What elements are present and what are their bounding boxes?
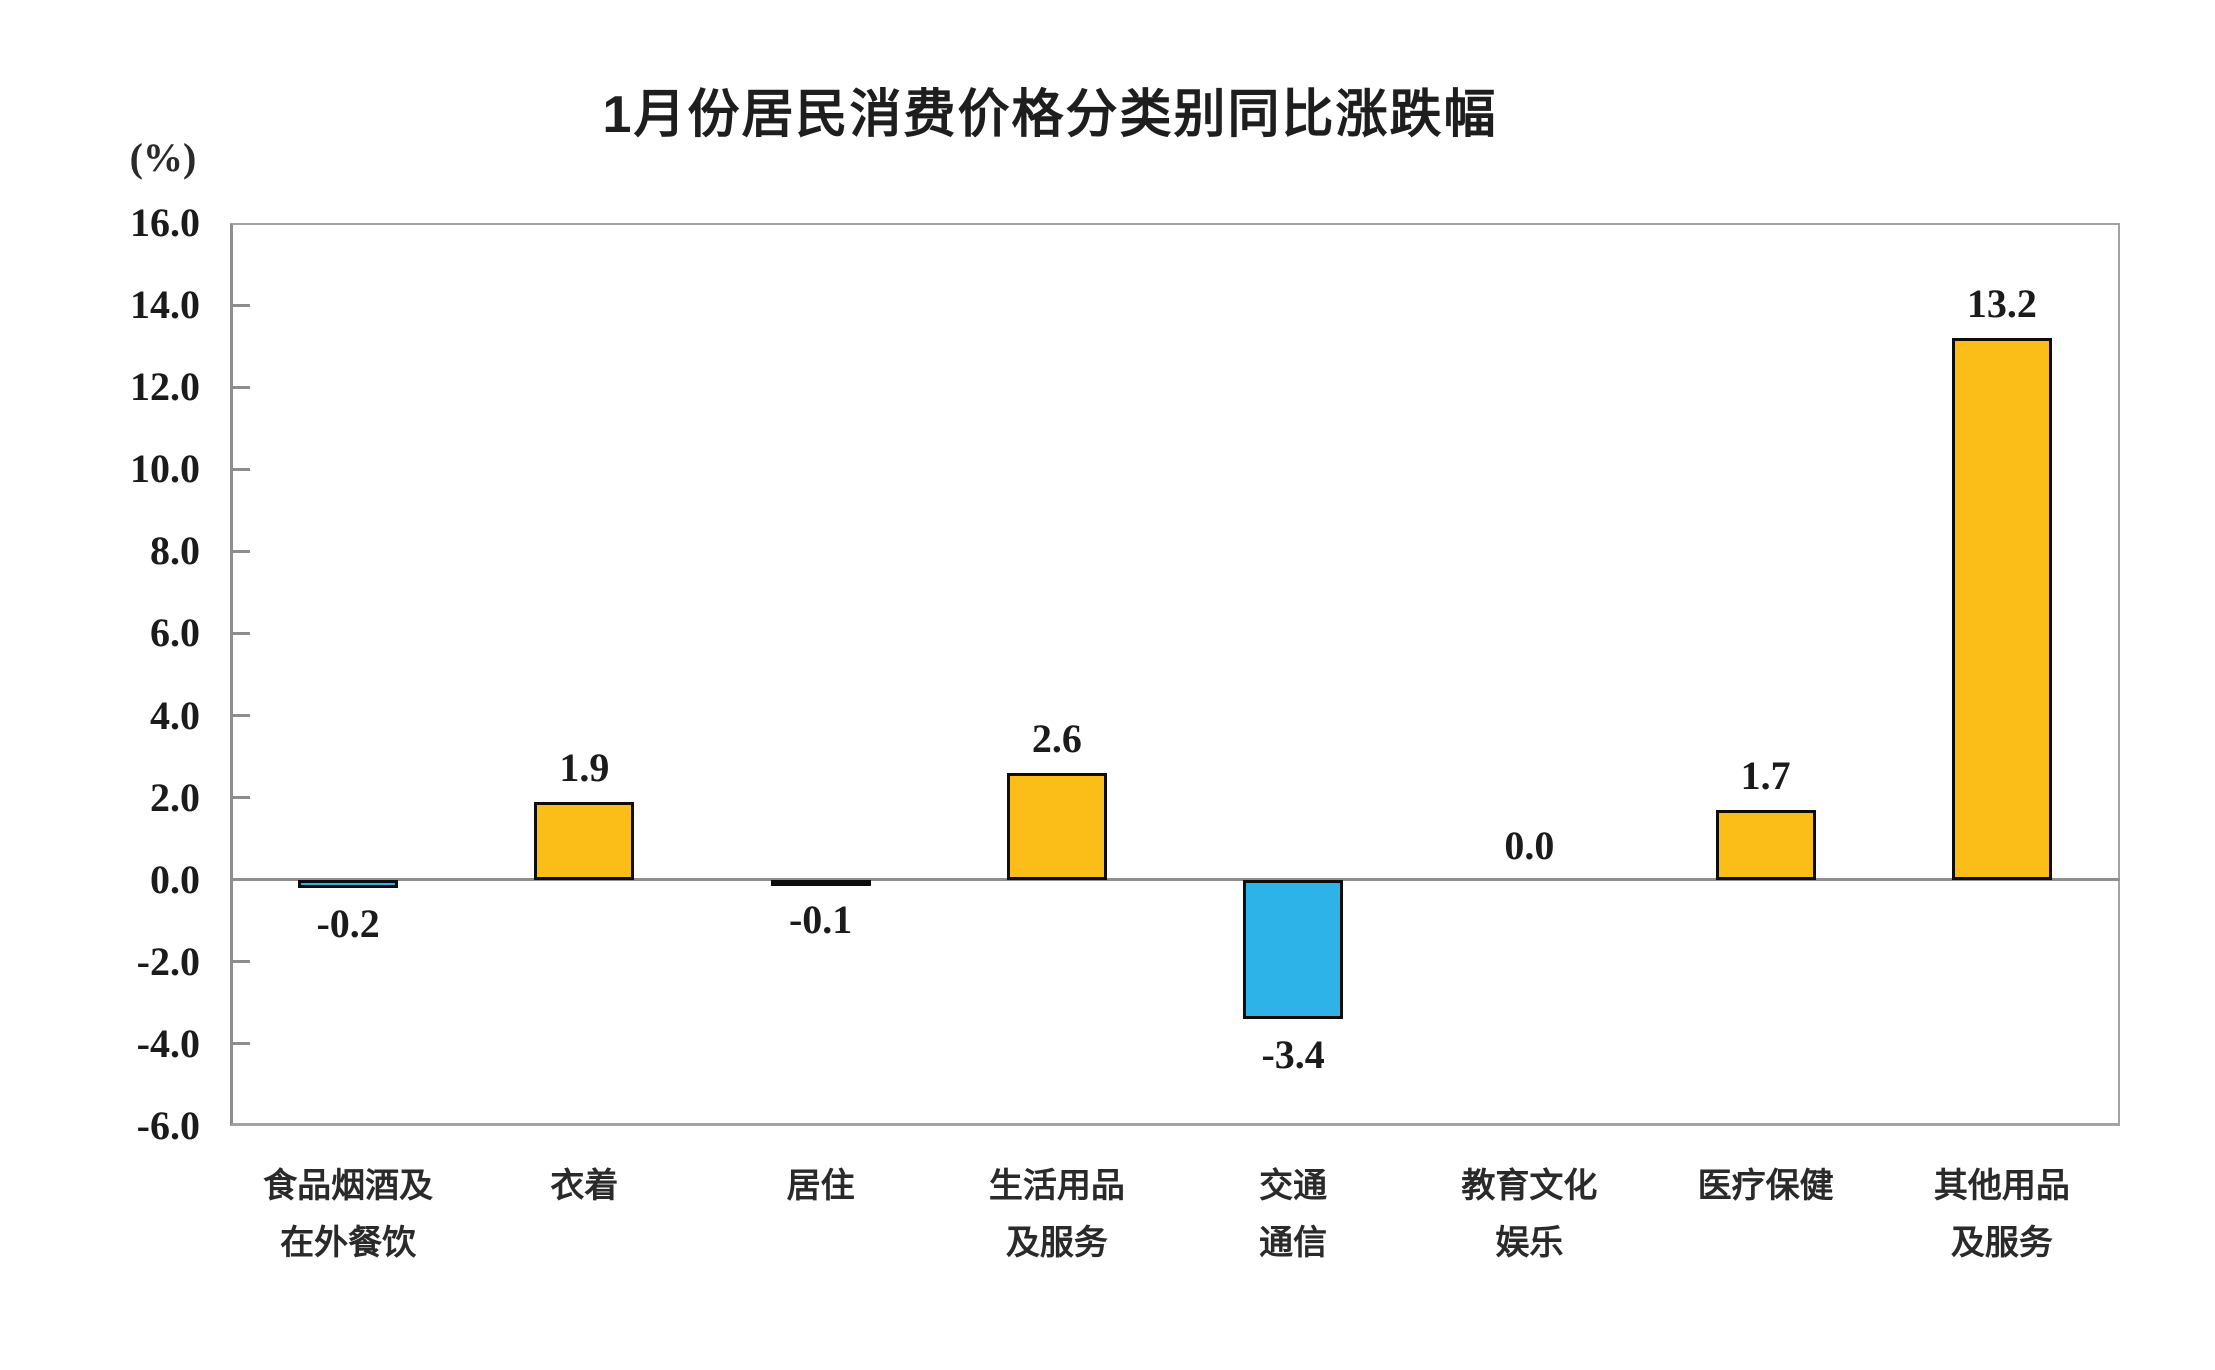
x-category-label: 食品烟酒及 在外餐饮 [263,1168,434,1262]
y-axis-tick-mark [230,796,250,800]
y-axis-tick-label: -2.0 [136,938,200,984]
x-category-label: 教育文化 娱乐 [1461,1168,1598,1262]
y-axis-tick-mark [230,960,250,964]
bar-value-label: 0.0 [1504,822,1555,868]
bar-7 [1715,809,1816,880]
y-axis-tick-label: 0.0 [150,856,200,902]
y-axis-tick-label: 2.0 [150,774,200,820]
y-axis-tick-mark [230,631,250,635]
bar-value-label: -3.4 [1261,1032,1325,1078]
bar-3 [770,879,871,886]
x-category-label: 居住 [786,1168,855,1205]
bar-2 [534,801,635,880]
y-axis-tick-label: 16.0 [130,200,200,245]
bar-4 [1006,773,1107,880]
plot-area [230,223,2120,1126]
y-axis-tick-label: -4.0 [136,1020,200,1066]
x-category-label: 生活用品 及服务 [988,1168,1125,1262]
bar-value-label: 1.9 [559,744,610,790]
y-axis-tick-label: 10.0 [130,446,200,492]
bar-value-label: 2.6 [1031,716,1082,761]
y-axis-tick-mark [230,1042,250,1046]
y-axis-tick-label: 6.0 [150,610,200,656]
y-axis-tick-label: 4.0 [150,692,200,738]
chart-title: 1月份居民消费价格分类别同比涨跌幅 [602,86,1498,144]
x-category-label: 其他用品 及服务 [1933,1168,2070,1262]
y-axis-tick-mark [230,385,250,389]
y-axis-tick-mark [230,303,250,307]
bar-8 [1951,337,2052,880]
y-axis-tick-mark [230,467,250,471]
y-axis-tick-label: 8.0 [150,528,200,574]
x-category-label: 医疗保健 [1697,1168,1834,1205]
bar-value-label: 1.7 [1740,752,1791,798]
y-axis-tick-label: 12.0 [130,364,200,410]
y-axis-tick-mark [230,714,250,718]
bar-1 [298,879,399,888]
y-axis-tick-mark [230,549,250,553]
y-axis-unit-label: (%) [129,135,197,180]
bar-5 [1243,879,1344,1020]
bar-value-label: 13.2 [1966,280,2037,326]
x-category-label: 衣着 [550,1168,619,1205]
y-axis-tick-label: -6.0 [136,1103,200,1148]
bar-value-label: -0.2 [316,900,380,946]
zero-baseline [230,878,2120,882]
x-category-label: 交通 通信 [1259,1168,1328,1262]
y-axis-tick-label: 14.0 [130,282,200,328]
bar-value-label: -0.1 [788,896,853,942]
